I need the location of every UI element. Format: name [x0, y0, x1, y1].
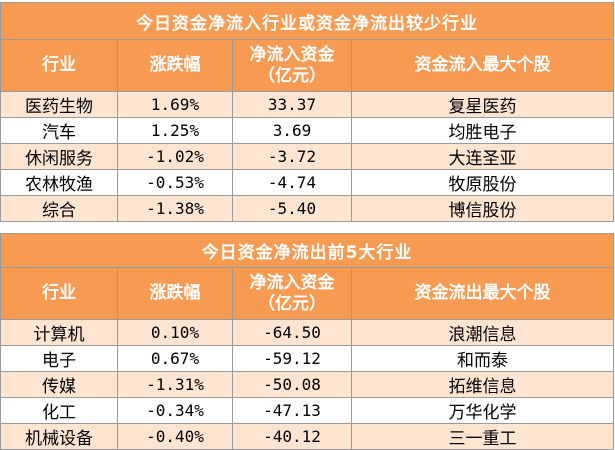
cell-industry: 农林牧渔 [0, 169, 118, 196]
cell-top-stock: 复星医药 [351, 91, 614, 118]
cell-net-flow: -4.74 [232, 169, 352, 196]
cell-change: -0.34% [117, 397, 233, 424]
col-header-industry: 行业 [0, 39, 118, 92]
table-row: 机械设备 -0.40% -40.12 三一重工 [0, 423, 615, 450]
table-row: 综合 -1.38% -5.40 博信股份 [0, 195, 614, 222]
cell-change: -1.02% [117, 143, 233, 170]
col-header-net-flow: 净流入资金 （亿元） [232, 267, 352, 320]
table-row: 化工 -0.34% -47.13 万华化学 [0, 397, 615, 424]
cell-industry: 医药生物 [0, 91, 118, 118]
col-header-top-stock: 资金流入最大个股 [351, 39, 614, 92]
cell-top-stock: 牧原股份 [351, 169, 614, 196]
net-inflow-table: 今日资金净流入行业或资金净流出较少行业 行业 涨跌幅 净流入资金 （亿元） 资金… [0, 2, 614, 222]
cell-change: -0.40% [117, 423, 233, 450]
cell-top-stock: 博信股份 [351, 195, 614, 222]
cell-industry: 综合 [0, 195, 118, 222]
cell-net-flow: 33.37 [232, 91, 352, 118]
cell-industry: 机械设备 [0, 423, 118, 450]
cell-change: -1.38% [117, 195, 233, 222]
cell-industry: 休闲服务 [0, 143, 118, 170]
cell-industry: 电子 [0, 345, 118, 372]
cell-change: -0.53% [117, 169, 233, 196]
cell-net-flow: -5.40 [232, 195, 352, 222]
cell-net-flow: -64.50 [232, 319, 352, 346]
cell-change: 1.69% [117, 91, 233, 118]
cell-net-flow: -47.13 [232, 397, 352, 424]
col-header-change: 涨跌幅 [117, 39, 233, 92]
cell-top-stock: 和而泰 [350, 345, 615, 372]
col-header-industry: 行业 [0, 267, 118, 320]
cell-change: 0.10% [117, 319, 233, 346]
table-row: 汽车 1.25% 3.69 均胜电子 [0, 117, 614, 144]
table-row: 休闲服务 -1.02% -3.72 大连圣亚 [0, 143, 614, 170]
cell-change: 1.25% [117, 117, 233, 144]
cell-net-flow: -50.08 [232, 371, 352, 398]
cell-change: 0.67% [117, 345, 233, 372]
net-outflow-table: 今日资金净流出前5大行业 行业 涨跌幅 净流入资金 （亿元） 资金流出最大个股 … [0, 233, 615, 450]
cell-top-stock: 三一重工 [350, 423, 615, 450]
cell-net-flow: -3.72 [232, 143, 352, 170]
col-header-top-stock: 资金流出最大个股 [350, 267, 615, 320]
cell-change: -1.31% [117, 371, 233, 398]
cell-industry: 化工 [0, 397, 118, 424]
cell-top-stock: 均胜电子 [351, 117, 614, 144]
table-row: 医药生物 1.69% 33.37 复星医药 [0, 91, 614, 118]
cell-industry: 汽车 [0, 117, 118, 144]
cell-net-flow: -40.12 [232, 423, 352, 450]
cell-net-flow: 3.69 [232, 117, 352, 144]
cell-top-stock: 大连圣亚 [351, 143, 614, 170]
table-row: 农林牧渔 -0.53% -4.74 牧原股份 [0, 169, 614, 196]
cell-top-stock: 拓维信息 [350, 371, 615, 398]
col-header-net-flow: 净流入资金 （亿元） [232, 39, 352, 92]
cell-industry: 计算机 [0, 319, 118, 346]
col-header-change: 涨跌幅 [117, 267, 233, 320]
cell-industry: 传媒 [0, 371, 118, 398]
cell-top-stock: 万华化学 [350, 397, 615, 424]
table-row: 计算机 0.10% -64.50 浪潮信息 [0, 319, 615, 346]
cell-top-stock: 浪潮信息 [350, 319, 615, 346]
table-title: 今日资金净流出前5大行业 [0, 233, 615, 268]
cell-net-flow: -59.12 [232, 345, 352, 372]
table-row: 电子 0.67% -59.12 和而泰 [0, 345, 615, 372]
table-row: 传媒 -1.31% -50.08 拓维信息 [0, 371, 615, 398]
table-title: 今日资金净流入行业或资金净流出较少行业 [0, 2, 614, 40]
